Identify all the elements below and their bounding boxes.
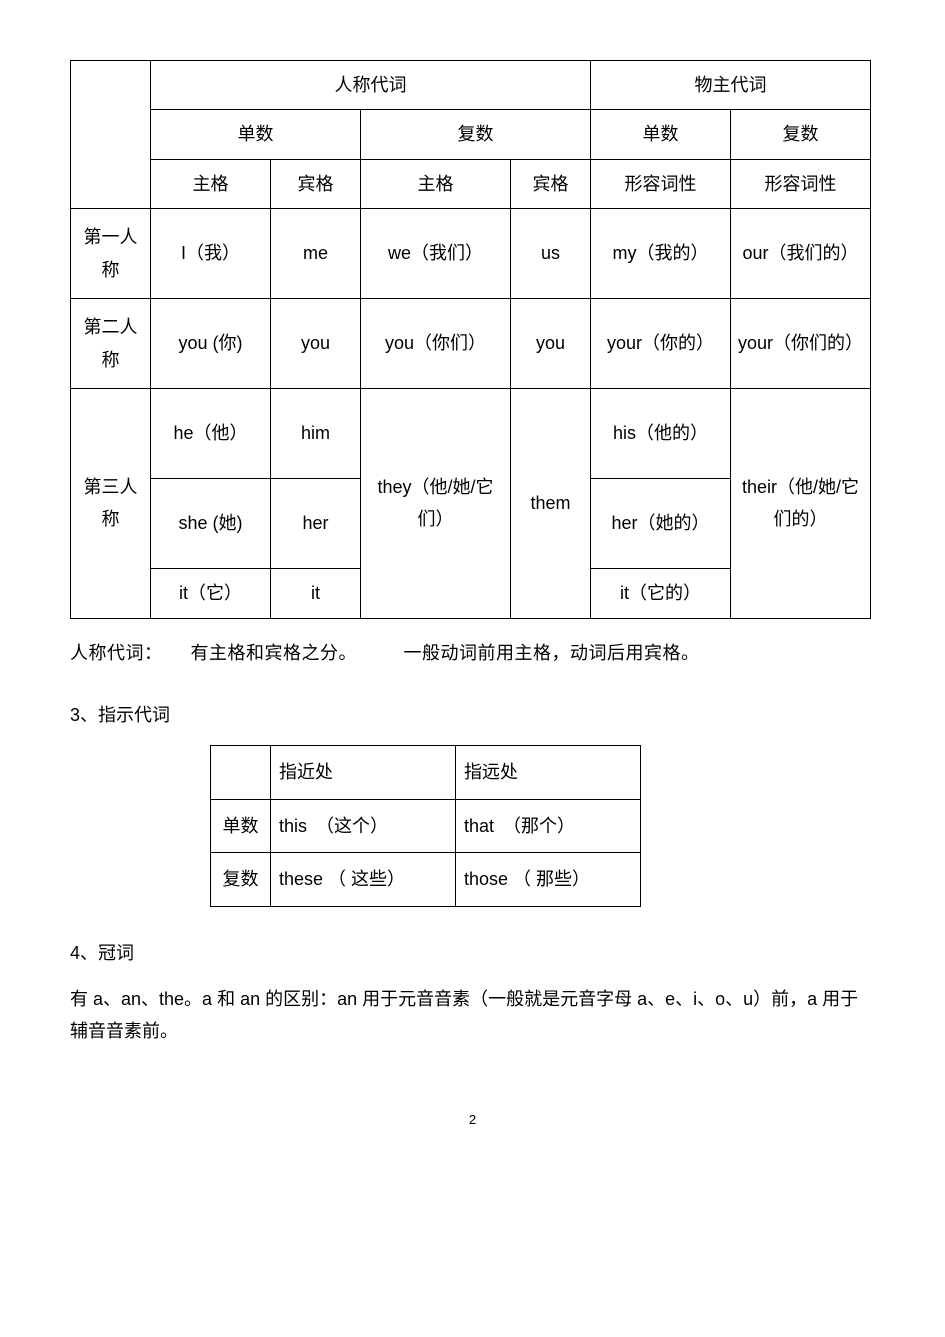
page-number: 2 — [70, 1108, 875, 1131]
row1-label: 第一人称 — [71, 209, 151, 299]
h-obj-p: 宾格 — [511, 159, 591, 208]
h-plural-personal: 复数 — [361, 110, 591, 159]
section4-body: 有 a、an、the。a 和 an 的区别：an 用于元音音素（一般就是元音字母… — [70, 983, 875, 1048]
cell: our（我们的） — [731, 209, 871, 299]
cell: he（他） — [151, 389, 271, 479]
header-personal: 人称代词 — [151, 61, 591, 110]
h-near: 指近处 — [271, 746, 456, 799]
cell: this （这个） — [271, 799, 456, 852]
cell: me — [271, 209, 361, 299]
cell: that （那个） — [456, 799, 641, 852]
cell: it（它） — [151, 569, 271, 618]
h-singular-poss: 单数 — [591, 110, 731, 159]
section4-title: 4、冠词 — [70, 937, 875, 969]
h-obj-s: 宾格 — [271, 159, 361, 208]
paragraph-pronoun-note: 人称代词： 有主格和宾格之分。 一般动词前用主格，动词后用宾格。 — [70, 637, 875, 669]
cell: you — [271, 299, 361, 389]
cell: us — [511, 209, 591, 299]
h-subj-s: 主格 — [151, 159, 271, 208]
h-adj-p: 形容词性 — [731, 159, 871, 208]
h-far: 指远处 — [456, 746, 641, 799]
cell: her — [271, 479, 361, 569]
h-plural-poss: 复数 — [731, 110, 871, 159]
demo-row-singular: 单数 — [211, 799, 271, 852]
h-subj-p: 主格 — [361, 159, 511, 208]
cell: they（他/她/它们） — [361, 389, 511, 618]
cell: I（我） — [151, 209, 271, 299]
cell: his（他的） — [591, 389, 731, 479]
demo-blank — [211, 746, 271, 799]
demo-row-plural: 复数 — [211, 853, 271, 906]
cell: it（它的） — [591, 569, 731, 618]
cell: your（你们的） — [731, 299, 871, 389]
pronoun-table: 人称代词 物主代词 单数 复数 单数 复数 主格 宾格 主格 宾格 形容词性 形… — [70, 60, 871, 619]
cell: my（我的） — [591, 209, 731, 299]
cell: them — [511, 389, 591, 618]
row2-label: 第二人称 — [71, 299, 151, 389]
cell: those （ 那些） — [456, 853, 641, 906]
row3-label: 第三人称 — [71, 389, 151, 618]
cell: him — [271, 389, 361, 479]
section3-title: 3、指示代词 — [70, 699, 875, 731]
cell: you（你们） — [361, 299, 511, 389]
cell: your（你的） — [591, 299, 731, 389]
cell: her（她的） — [591, 479, 731, 569]
cell: their（他/她/它们的） — [731, 389, 871, 618]
cell: we（我们） — [361, 209, 511, 299]
pronoun-blank-header — [71, 61, 151, 209]
cell: she (她) — [151, 479, 271, 569]
cell: these （ 这些） — [271, 853, 456, 906]
demonstrative-table: 指近处 指远处 单数 this （这个） that （那个） 复数 these … — [210, 745, 641, 906]
h-singular-personal: 单数 — [151, 110, 361, 159]
header-possessive: 物主代词 — [591, 61, 871, 110]
cell: you — [511, 299, 591, 389]
cell: you (你) — [151, 299, 271, 389]
h-adj-s: 形容词性 — [591, 159, 731, 208]
cell: it — [271, 569, 361, 618]
